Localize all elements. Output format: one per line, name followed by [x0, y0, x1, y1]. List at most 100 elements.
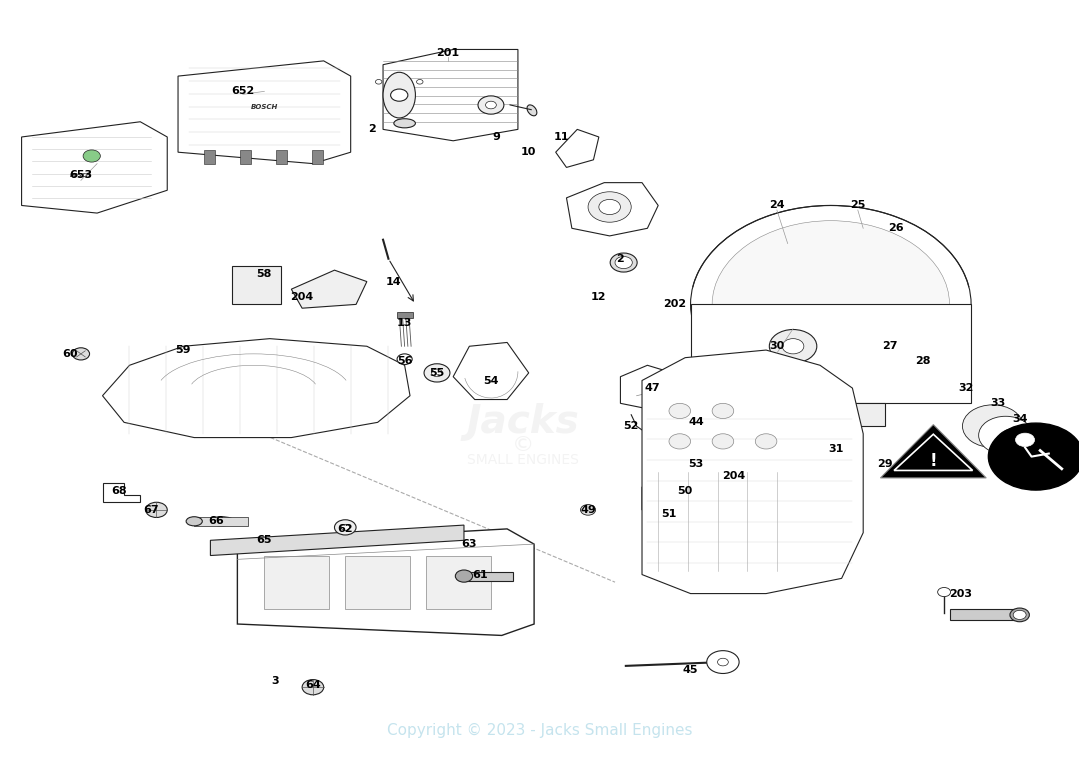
Polygon shape: [453, 342, 529, 400]
Circle shape: [416, 79, 423, 84]
Circle shape: [718, 658, 728, 666]
Text: 53: 53: [688, 459, 704, 470]
Text: 54: 54: [483, 375, 498, 386]
Polygon shape: [22, 122, 167, 213]
Ellipse shape: [394, 119, 415, 128]
Circle shape: [615, 256, 632, 269]
Polygon shape: [178, 61, 351, 164]
Text: SMALL ENGINES: SMALL ENGINES: [467, 454, 579, 467]
Text: 60: 60: [63, 349, 78, 359]
Ellipse shape: [1010, 608, 1029, 622]
Circle shape: [995, 428, 1042, 461]
Text: 34: 34: [1012, 413, 1027, 424]
Polygon shape: [383, 49, 518, 141]
Text: 32: 32: [958, 383, 973, 393]
Circle shape: [581, 505, 596, 515]
Bar: [950, 609, 1020, 620]
Text: 9: 9: [492, 132, 501, 142]
Polygon shape: [642, 350, 863, 594]
Circle shape: [375, 79, 382, 84]
Text: 27: 27: [883, 341, 898, 352]
Bar: [194, 517, 248, 526]
Text: 47: 47: [645, 383, 660, 393]
Circle shape: [455, 570, 473, 582]
Text: 51: 51: [661, 508, 677, 519]
Circle shape: [599, 199, 620, 215]
Text: 56: 56: [397, 356, 412, 367]
Circle shape: [302, 680, 324, 695]
Text: !: !: [929, 452, 938, 470]
Circle shape: [769, 330, 817, 363]
Text: 31: 31: [829, 444, 844, 454]
Text: 10: 10: [521, 147, 536, 158]
Text: 59: 59: [176, 345, 191, 355]
Ellipse shape: [207, 517, 235, 526]
Circle shape: [938, 587, 951, 597]
Text: 64: 64: [305, 680, 320, 690]
Circle shape: [424, 364, 450, 382]
Text: 68: 68: [111, 486, 126, 496]
Circle shape: [712, 403, 734, 419]
Polygon shape: [566, 183, 658, 236]
Text: 44: 44: [688, 417, 704, 428]
Circle shape: [341, 524, 350, 530]
Text: Copyright © 2023 - Jacks Small Engines: Copyright © 2023 - Jacks Small Engines: [386, 723, 693, 738]
Circle shape: [669, 403, 691, 419]
Bar: [232, 266, 281, 304]
Text: 49: 49: [581, 505, 596, 515]
Text: 11: 11: [554, 132, 569, 142]
Circle shape: [988, 423, 1079, 490]
Polygon shape: [894, 435, 972, 470]
Text: 204: 204: [722, 470, 746, 481]
Bar: [264, 556, 329, 609]
Ellipse shape: [611, 253, 637, 272]
Text: 12: 12: [591, 291, 606, 302]
Text: 65: 65: [257, 535, 272, 546]
Circle shape: [478, 96, 504, 114]
Text: 30: 30: [769, 341, 784, 352]
Circle shape: [1015, 433, 1035, 447]
Bar: [397, 312, 413, 318]
Bar: [240, 150, 250, 164]
Polygon shape: [880, 425, 986, 478]
Ellipse shape: [527, 105, 537, 116]
Circle shape: [432, 369, 442, 377]
Bar: [464, 572, 513, 581]
Circle shape: [782, 339, 804, 354]
Text: 33: 33: [991, 398, 1006, 409]
Circle shape: [979, 416, 1033, 454]
Text: 52: 52: [624, 421, 639, 431]
Text: 653: 653: [69, 170, 93, 180]
Ellipse shape: [187, 517, 203, 526]
Text: 13: 13: [397, 318, 412, 329]
Text: 45: 45: [683, 664, 698, 675]
Text: 2: 2: [368, 124, 377, 135]
Text: BOSCH: BOSCH: [70, 173, 92, 177]
Text: 24: 24: [769, 200, 784, 211]
Circle shape: [334, 520, 356, 535]
Circle shape: [712, 434, 734, 449]
Text: 66: 66: [208, 516, 223, 527]
Circle shape: [669, 434, 691, 449]
Text: ©: ©: [513, 435, 534, 455]
Polygon shape: [237, 529, 534, 635]
Polygon shape: [103, 483, 140, 502]
Circle shape: [712, 221, 950, 388]
Circle shape: [691, 205, 971, 403]
Text: 204: 204: [290, 291, 314, 302]
Text: 38: 38: [1061, 455, 1076, 466]
Ellipse shape: [383, 72, 415, 118]
Text: 14: 14: [386, 276, 401, 287]
Circle shape: [146, 502, 167, 517]
Circle shape: [962, 405, 1023, 447]
Text: 29: 29: [877, 459, 892, 470]
Polygon shape: [777, 403, 885, 426]
Text: BOSCH: BOSCH: [250, 103, 278, 110]
Text: 58: 58: [257, 269, 272, 279]
Text: Jacks: Jacks: [467, 403, 579, 441]
Circle shape: [396, 119, 402, 124]
Polygon shape: [642, 479, 723, 517]
Bar: [276, 150, 287, 164]
Text: 61: 61: [473, 569, 488, 580]
Text: 62: 62: [338, 524, 353, 534]
